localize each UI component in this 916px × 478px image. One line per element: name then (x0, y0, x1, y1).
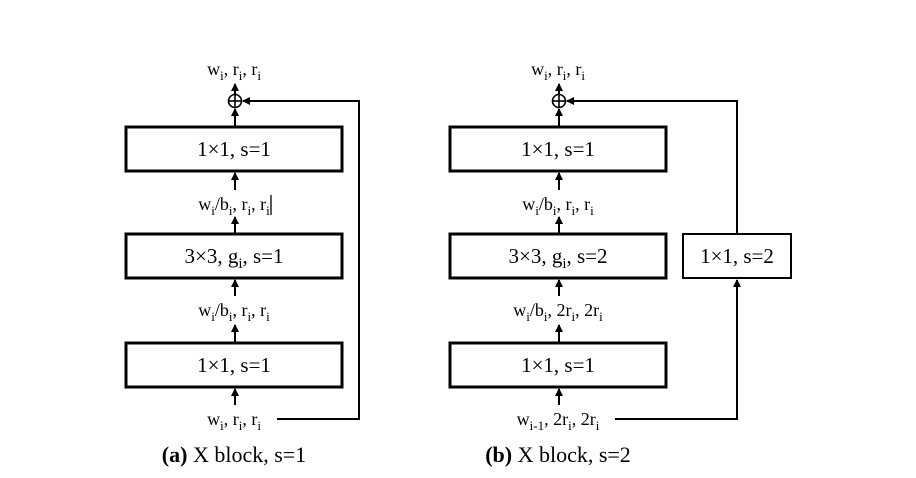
panel-b-conv3x3 (448, 232, 668, 280)
panel-a-mid2-label: wi/bi, ri, ri (198, 300, 270, 324)
panel-b-box1-label: 1×1, s=1 (521, 137, 595, 161)
panel-a-box1-label: 1×1, s=1 (197, 137, 271, 161)
panel-a: wi, ri, ri 1×1, s=1 wi/bi, ri, ri 3×3, g… (124, 59, 360, 467)
panel-b-arrow-shortcut-sum (566, 97, 738, 234)
panel-a-box2-label: 3×3, gi, s=1 (184, 244, 283, 272)
panel-a-bottom-label: wi, ri, ri (207, 409, 261, 433)
panel-b-box3-label: 1×1, s=1 (521, 353, 595, 377)
panel-b-shortcut-label: 1×1, s=2 (700, 244, 774, 268)
panel-b-top-label: wi, ri, ri (531, 59, 585, 83)
panel-b-box2-label: 3×3, gi, s=2 (508, 244, 607, 272)
panel-a-sum-icon (227, 93, 243, 109)
panel-b-mid1-label: wi/bi, ri, ri (522, 194, 594, 218)
panel-a-conv1x1-top (124, 125, 344, 173)
panel-b-arrow-input-shortcut (615, 279, 741, 420)
panel-b-conv1x1-bottom (448, 341, 668, 389)
panel-b-sum-icon (551, 93, 567, 109)
panel-b-caption: (b) X block, s=2 (485, 442, 631, 467)
panel-b-bottom-label: wi-1, 2ri, 2ri (517, 409, 600, 433)
panel-b-shortcut-conv (682, 233, 792, 279)
panel-a-top-label: wi, ri, ri (207, 59, 261, 83)
panel-a-conv3x3 (124, 232, 344, 280)
panel-a-caption: (a) X block, s=1 (162, 442, 306, 467)
panel-a-skip-connection (242, 97, 360, 420)
panel-a-box3-label: 1×1, s=1 (197, 353, 271, 377)
panel-a-conv1x1-bottom (124, 341, 344, 389)
panel-b-mid2-label: wi/bi, 2ri, 2ri (513, 300, 603, 324)
panel-a-mid1-label: wi/bi, ri, ri (198, 194, 270, 218)
panel-b-conv1x1-top (448, 125, 668, 173)
panel-b: wi, ri, ri 1×1, s=1 wi/bi, ri, ri 3×3, g… (448, 59, 792, 467)
